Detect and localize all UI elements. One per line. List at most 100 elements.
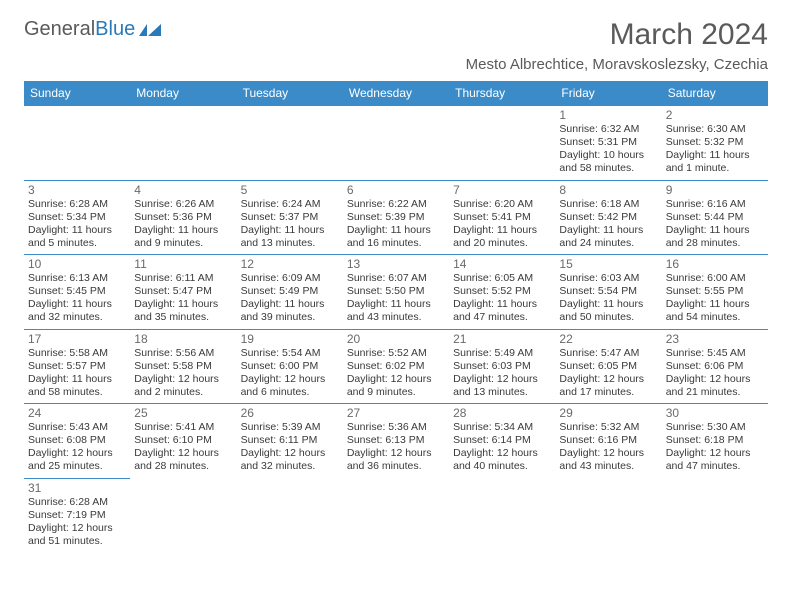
day-info-line: and 40 minutes. xyxy=(453,460,551,473)
day-info-line: Sunrise: 5:43 AM xyxy=(28,421,126,434)
day-info-line: and 32 minutes. xyxy=(28,311,126,324)
day-info-line: Daylight: 12 hours xyxy=(134,447,232,460)
day-cell: 31Sunrise: 6:28 AMSunset: 7:19 PMDayligh… xyxy=(24,478,130,552)
day-info-line: Sunset: 5:52 PM xyxy=(453,285,551,298)
day-info-line: Sunset: 5:39 PM xyxy=(347,211,445,224)
day-number: 2 xyxy=(666,108,764,122)
day-info-line: Daylight: 12 hours xyxy=(666,373,764,386)
day-info-line: Sunrise: 6:28 AM xyxy=(28,496,126,509)
day-number: 3 xyxy=(28,183,126,197)
day-info-line: and 17 minutes. xyxy=(559,386,657,399)
day-info-line: Sunrise: 5:58 AM xyxy=(28,347,126,360)
day-cell: 3Sunrise: 6:28 AMSunset: 5:34 PMDaylight… xyxy=(24,180,130,255)
day-info-line: Sunrise: 5:56 AM xyxy=(134,347,232,360)
day-info-line: Daylight: 11 hours xyxy=(559,224,657,237)
day-info-line: Sunrise: 6:18 AM xyxy=(559,198,657,211)
day-info-line: Daylight: 12 hours xyxy=(134,373,232,386)
week-row: 10Sunrise: 6:13 AMSunset: 5:45 PMDayligh… xyxy=(24,255,768,330)
dayname-2: Tuesday xyxy=(237,81,343,106)
day-number: 12 xyxy=(241,257,339,271)
empty-cell xyxy=(343,106,449,181)
day-cell: 10Sunrise: 6:13 AMSunset: 5:45 PMDayligh… xyxy=(24,255,130,330)
day-info-line: Daylight: 11 hours xyxy=(134,224,232,237)
day-info-line: Daylight: 12 hours xyxy=(666,447,764,460)
day-info-line: Daylight: 11 hours xyxy=(666,298,764,311)
day-cell: 9Sunrise: 6:16 AMSunset: 5:44 PMDaylight… xyxy=(662,180,768,255)
day-info-line: Daylight: 11 hours xyxy=(347,298,445,311)
day-info-line: Sunrise: 6:26 AM xyxy=(134,198,232,211)
calendar-body: 1Sunrise: 6:32 AMSunset: 5:31 PMDaylight… xyxy=(24,106,768,553)
day-info-line: Sunrise: 6:28 AM xyxy=(28,198,126,211)
day-cell: 27Sunrise: 5:36 AMSunset: 6:13 PMDayligh… xyxy=(343,404,449,479)
dayname-5: Friday xyxy=(555,81,661,106)
day-info-line: Sunset: 6:16 PM xyxy=(559,434,657,447)
day-cell: 5Sunrise: 6:24 AMSunset: 5:37 PMDaylight… xyxy=(237,180,343,255)
day-number: 6 xyxy=(347,183,445,197)
day-info-line: Daylight: 12 hours xyxy=(453,447,551,460)
day-info-line: Daylight: 11 hours xyxy=(453,224,551,237)
day-info-line: and 47 minutes. xyxy=(666,460,764,473)
logo-text-2: Blue xyxy=(95,18,135,41)
day-info-line: and 36 minutes. xyxy=(347,460,445,473)
day-info-line: Sunrise: 5:36 AM xyxy=(347,421,445,434)
empty-cell xyxy=(662,478,768,552)
dayname-0: Sunday xyxy=(24,81,130,106)
day-info-line: Sunrise: 5:54 AM xyxy=(241,347,339,360)
day-info-line: Sunrise: 5:34 AM xyxy=(453,421,551,434)
day-cell: 17Sunrise: 5:58 AMSunset: 5:57 PMDayligh… xyxy=(24,329,130,404)
day-cell: 20Sunrise: 5:52 AMSunset: 6:02 PMDayligh… xyxy=(343,329,449,404)
day-info-line: Sunset: 5:55 PM xyxy=(666,285,764,298)
day-info-line: Sunset: 6:10 PM xyxy=(134,434,232,447)
day-cell: 15Sunrise: 6:03 AMSunset: 5:54 PMDayligh… xyxy=(555,255,661,330)
day-number: 22 xyxy=(559,332,657,346)
day-info-line: Daylight: 11 hours xyxy=(453,298,551,311)
logo-flag-icon xyxy=(139,22,165,38)
day-number: 7 xyxy=(453,183,551,197)
day-info-line: and 47 minutes. xyxy=(453,311,551,324)
week-row: 3Sunrise: 6:28 AMSunset: 5:34 PMDaylight… xyxy=(24,180,768,255)
day-number: 30 xyxy=(666,406,764,420)
day-info-line: and 43 minutes. xyxy=(559,460,657,473)
day-cell: 18Sunrise: 5:56 AMSunset: 5:58 PMDayligh… xyxy=(130,329,236,404)
day-info-line: Sunrise: 6:20 AM xyxy=(453,198,551,211)
empty-cell xyxy=(343,478,449,552)
day-number: 19 xyxy=(241,332,339,346)
day-info-line: Sunrise: 5:39 AM xyxy=(241,421,339,434)
day-info-line: Sunset: 6:14 PM xyxy=(453,434,551,447)
day-number: 29 xyxy=(559,406,657,420)
logo-text-1: General xyxy=(24,18,95,41)
dayname-4: Thursday xyxy=(449,81,555,106)
day-info-line: and 28 minutes. xyxy=(666,237,764,250)
day-number: 9 xyxy=(666,183,764,197)
week-row: 17Sunrise: 5:58 AMSunset: 5:57 PMDayligh… xyxy=(24,329,768,404)
day-info-line: and 13 minutes. xyxy=(241,237,339,250)
day-info-line: Sunset: 6:00 PM xyxy=(241,360,339,373)
day-cell: 1Sunrise: 6:32 AMSunset: 5:31 PMDaylight… xyxy=(555,106,661,181)
empty-cell xyxy=(130,106,236,181)
day-info-line: Sunset: 5:36 PM xyxy=(134,211,232,224)
day-cell: 24Sunrise: 5:43 AMSunset: 6:08 PMDayligh… xyxy=(24,404,130,479)
day-info-line: and 28 minutes. xyxy=(134,460,232,473)
day-info-line: Daylight: 12 hours xyxy=(347,373,445,386)
day-info-line: and 39 minutes. xyxy=(241,311,339,324)
dayname-1: Monday xyxy=(130,81,236,106)
day-number: 28 xyxy=(453,406,551,420)
day-info-line: Daylight: 11 hours xyxy=(28,373,126,386)
day-info-line: Sunset: 5:54 PM xyxy=(559,285,657,298)
day-info-line: Sunset: 6:08 PM xyxy=(28,434,126,447)
empty-cell xyxy=(449,478,555,552)
day-info-line: Daylight: 12 hours xyxy=(241,373,339,386)
day-info-line: and 9 minutes. xyxy=(134,237,232,250)
day-number: 11 xyxy=(134,257,232,271)
day-info-line: and 24 minutes. xyxy=(559,237,657,250)
day-info-line: Sunrise: 5:45 AM xyxy=(666,347,764,360)
day-cell: 23Sunrise: 5:45 AMSunset: 6:06 PMDayligh… xyxy=(662,329,768,404)
day-info-line: and 32 minutes. xyxy=(241,460,339,473)
day-cell: 16Sunrise: 6:00 AMSunset: 5:55 PMDayligh… xyxy=(662,255,768,330)
dayname-6: Saturday xyxy=(662,81,768,106)
day-info-line: Sunrise: 6:32 AM xyxy=(559,123,657,136)
day-info-line: Sunset: 5:45 PM xyxy=(28,285,126,298)
day-number: 20 xyxy=(347,332,445,346)
day-info-line: Sunrise: 5:32 AM xyxy=(559,421,657,434)
day-cell: 26Sunrise: 5:39 AMSunset: 6:11 PMDayligh… xyxy=(237,404,343,479)
